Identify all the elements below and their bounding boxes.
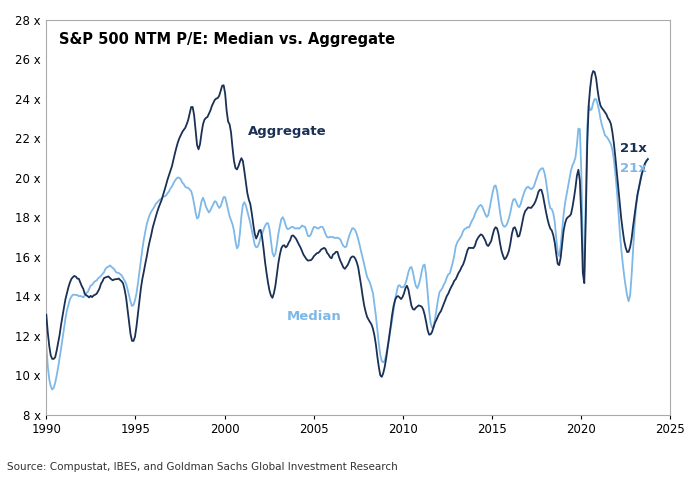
Text: Source: Compustat, IBES, and Goldman Sachs Global Investment Research: Source: Compustat, IBES, and Goldman Sac… <box>7 462 398 472</box>
Text: Aggregate: Aggregate <box>248 124 326 137</box>
Text: S&P 500 NTM P/E: Median vs. Aggregate: S&P 500 NTM P/E: Median vs. Aggregate <box>59 32 395 47</box>
Text: Median: Median <box>287 310 342 323</box>
Text: 21x: 21x <box>620 162 647 175</box>
Text: 21x: 21x <box>620 142 647 156</box>
